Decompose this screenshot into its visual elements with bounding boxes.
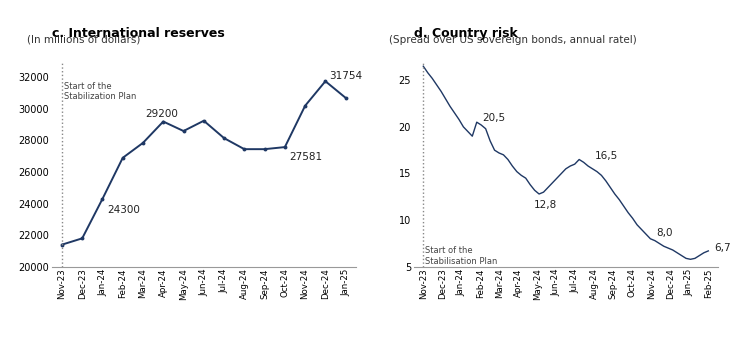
Text: 8,0: 8,0 xyxy=(656,228,673,238)
Text: d. Country risk: d. Country risk xyxy=(414,27,517,40)
Text: 16,5: 16,5 xyxy=(594,151,618,161)
Text: (Spread over US sovereign bonds, annual ratel): (Spread over US sovereign bonds, annual … xyxy=(389,35,637,45)
Text: 24300: 24300 xyxy=(107,205,141,215)
Text: (In millions of dollars): (In millions of dollars) xyxy=(27,35,141,45)
Text: 29200: 29200 xyxy=(145,109,178,119)
Text: Start of the
Stabilization Plan: Start of the Stabilization Plan xyxy=(64,82,137,102)
Text: c. International reserves: c. International reserves xyxy=(52,27,224,40)
Text: 20,5: 20,5 xyxy=(482,114,505,123)
Text: Start of the
Stabilisation Plan: Start of the Stabilisation Plan xyxy=(425,246,497,266)
Text: 27581: 27581 xyxy=(289,152,322,161)
Text: 12,8: 12,8 xyxy=(534,200,556,210)
Text: 6,7: 6,7 xyxy=(714,243,730,253)
Text: 31754: 31754 xyxy=(329,71,363,81)
